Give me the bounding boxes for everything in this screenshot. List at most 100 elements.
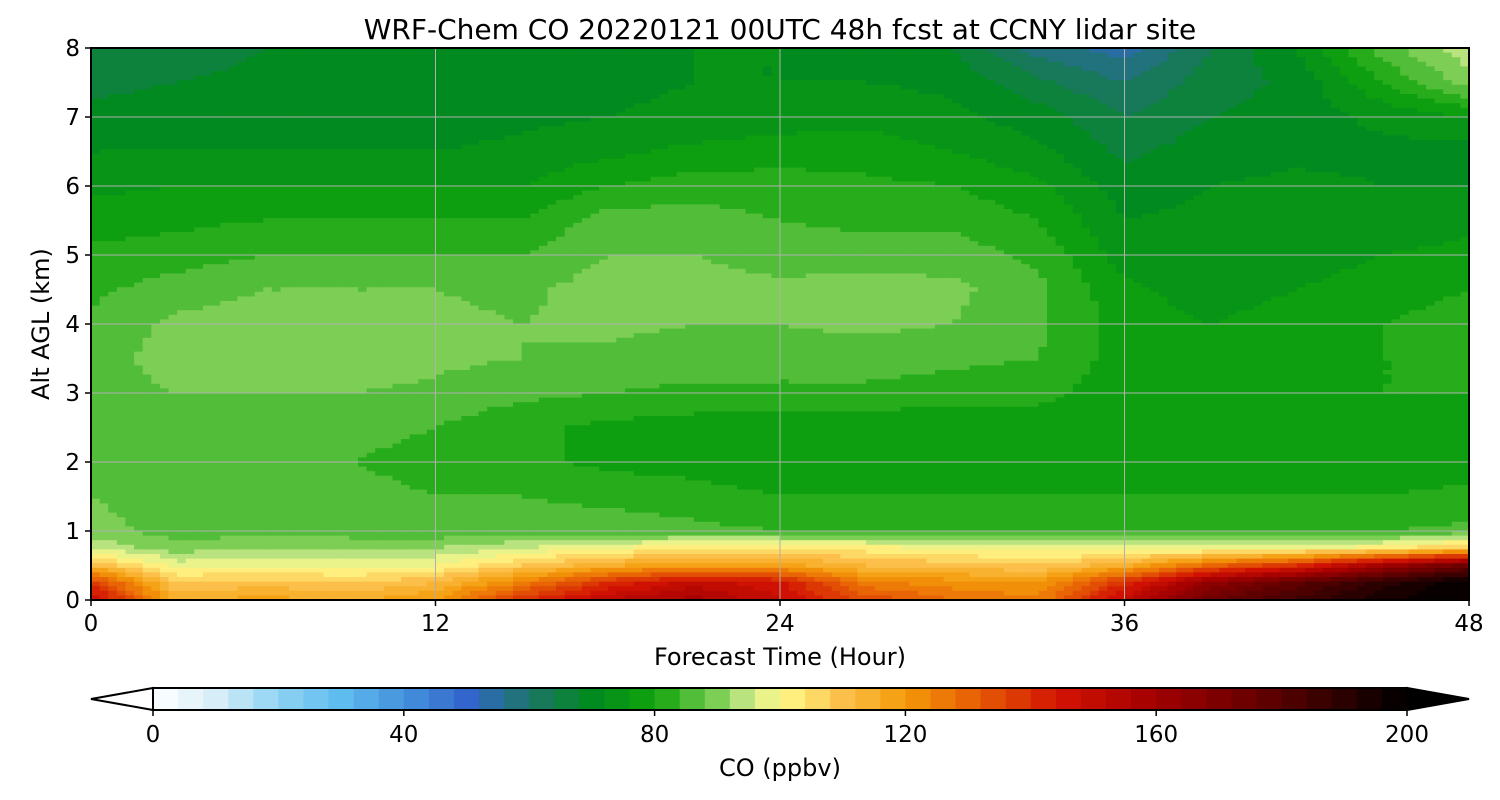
contour-cell <box>702 126 712 132</box>
contour-cell <box>504 121 514 127</box>
contour-cell <box>797 144 807 150</box>
contour-cell <box>857 57 867 63</box>
contour-cell <box>1003 144 1014 150</box>
contour-cell <box>220 126 230 132</box>
contour-cell <box>1029 149 1039 155</box>
contour-cell <box>986 107 996 113</box>
contour-cell <box>556 84 566 90</box>
contour-cell <box>917 80 928 86</box>
contour-cell <box>969 167 979 173</box>
contour-cell <box>857 149 867 155</box>
contour-cell <box>418 48 428 54</box>
contour-cell <box>616 94 626 100</box>
contour-cell <box>573 135 583 141</box>
contour-cell <box>1167 80 1177 86</box>
contour-cell <box>1150 149 1160 155</box>
contour-cell <box>1202 112 1212 118</box>
contour-cell <box>228 121 239 127</box>
contour-cell <box>1072 61 1083 67</box>
contour-cell <box>1288 89 1298 95</box>
contour-cell <box>814 149 824 155</box>
contour-cell <box>418 89 428 95</box>
contour-cell <box>349 176 359 182</box>
contour-cell <box>1167 153 1177 159</box>
contour-cell <box>1245 158 1255 164</box>
contour-cell <box>926 149 936 155</box>
contour-cell <box>513 153 523 159</box>
contour-cell <box>469 75 480 81</box>
contour-cell <box>1046 103 1057 109</box>
contour-cell <box>237 57 247 63</box>
contour-cell <box>573 117 583 123</box>
contour-cell <box>1253 130 1263 136</box>
contour-cell <box>926 84 936 90</box>
contour-cell <box>1055 163 1065 169</box>
contour-cell <box>271 144 282 150</box>
contour-cell <box>676 149 686 155</box>
contour-cell <box>995 52 1005 58</box>
contour-cell <box>1150 140 1160 146</box>
contour-cell <box>1270 71 1281 77</box>
contour-cell <box>1236 84 1246 90</box>
contour-cell <box>1296 176 1306 182</box>
contour-cell <box>263 149 273 155</box>
contour-cell <box>1115 84 1126 90</box>
contour-cell <box>547 172 557 178</box>
contour-cell <box>736 75 747 81</box>
contour-cell <box>1305 144 1315 150</box>
contour-cell <box>1288 167 1298 173</box>
contour-cell <box>883 48 893 54</box>
contour-cell <box>1443 48 1453 54</box>
contour-cell <box>1313 112 1324 118</box>
contour-cell <box>1219 149 1229 155</box>
contour-cell <box>831 167 841 173</box>
contour-cell <box>711 94 721 100</box>
contour-cell <box>1176 130 1186 136</box>
contour-cell <box>228 84 239 90</box>
contour-cell <box>1090 66 1100 72</box>
contour-cell <box>564 94 574 100</box>
contour-cell <box>1374 130 1384 136</box>
contour-cell <box>168 112 178 118</box>
contour-cell <box>151 61 161 67</box>
contour-cell <box>452 112 462 118</box>
contour-cell <box>1012 117 1022 123</box>
contour-cell <box>108 52 118 58</box>
contour-cell <box>599 121 609 127</box>
contour-cell <box>383 66 394 72</box>
contour-cell <box>1012 144 1022 150</box>
contour-cell <box>1253 98 1263 104</box>
contour-cell <box>461 163 471 169</box>
contour-cell <box>599 149 609 155</box>
contour-cell <box>943 94 953 100</box>
contour-cell <box>1141 149 1151 155</box>
contour-cell <box>874 117 884 123</box>
contour-cell <box>1443 57 1453 63</box>
contour-cell <box>289 117 299 123</box>
contour-cell <box>1150 158 1160 164</box>
contour-cell <box>1305 140 1315 146</box>
contour-cell <box>547 163 557 169</box>
contour-cell <box>426 172 437 178</box>
contour-cell <box>547 66 557 72</box>
contour-cell <box>1365 130 1375 136</box>
contour-cell <box>1046 172 1057 178</box>
contour-cell <box>1348 84 1358 90</box>
contour-cell <box>349 135 359 141</box>
contour-cell <box>116 190 127 196</box>
contour-cell <box>702 153 712 159</box>
contour-cell <box>814 107 824 113</box>
contour-cell <box>194 117 204 123</box>
contour-cell <box>1193 117 1203 123</box>
contour-cell <box>1305 186 1315 192</box>
contour-cell <box>771 66 781 72</box>
contour-cell <box>366 140 376 146</box>
contour-cell <box>314 75 325 81</box>
contour-cell <box>736 167 747 173</box>
contour-cell <box>668 144 678 150</box>
contour-cell <box>676 107 686 113</box>
contour-cell <box>556 172 566 178</box>
contour-cell <box>891 117 902 123</box>
contour-cell <box>1391 186 1401 192</box>
contour-cell <box>745 135 755 141</box>
